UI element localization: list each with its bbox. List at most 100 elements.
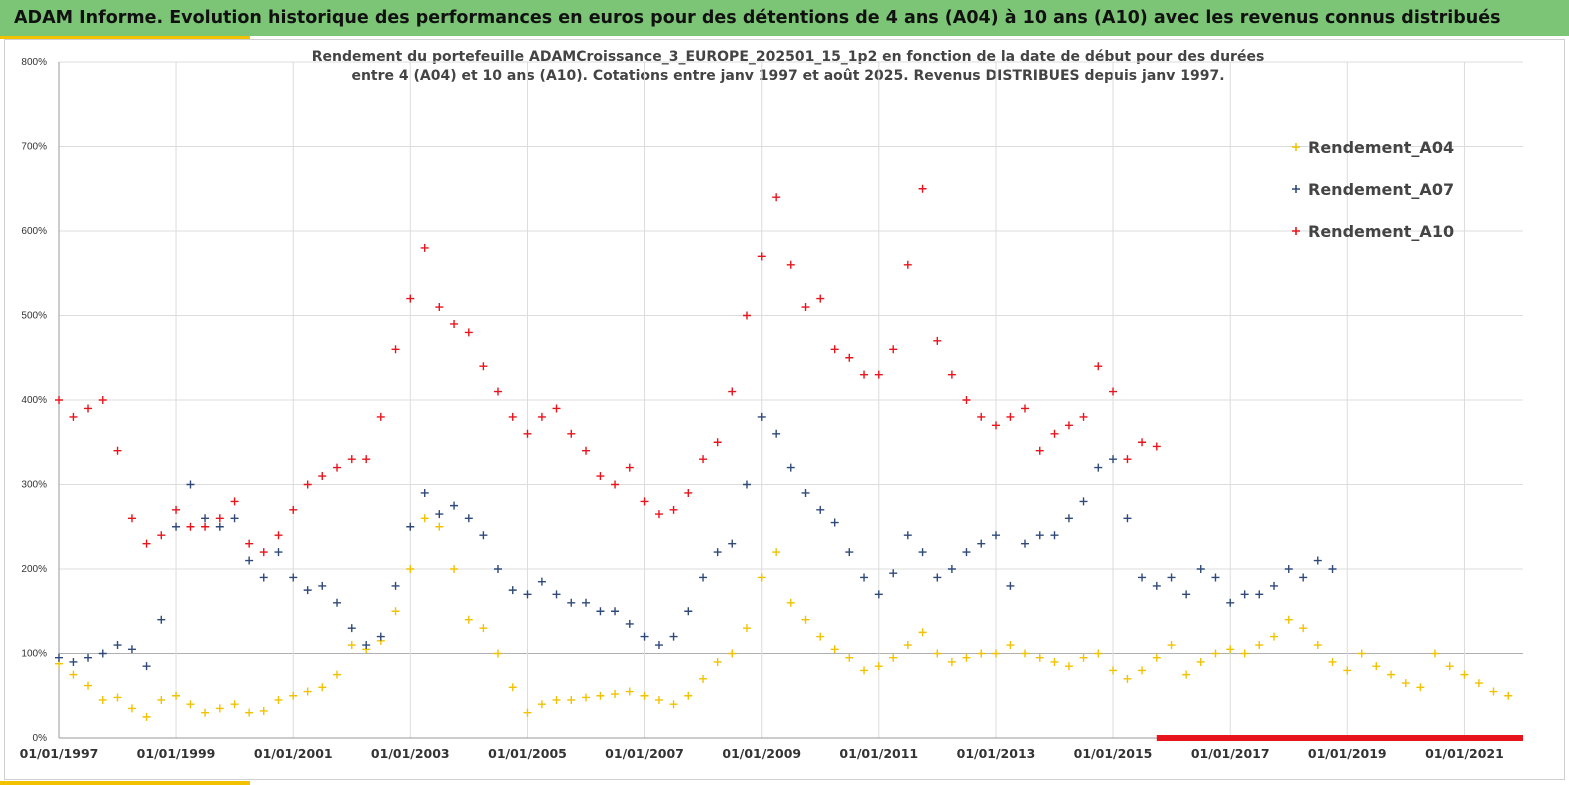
data-point xyxy=(640,632,649,641)
data-point xyxy=(1270,632,1278,641)
data-point xyxy=(582,693,591,702)
data-point xyxy=(947,565,956,573)
data-point xyxy=(1021,539,1030,548)
data-point xyxy=(172,522,181,531)
data-point xyxy=(493,387,502,396)
data-point xyxy=(303,586,312,595)
series-rendement-a10 xyxy=(55,184,1161,557)
data-point xyxy=(991,531,1000,540)
data-point xyxy=(464,328,473,337)
data-point xyxy=(259,548,268,557)
x-tick-label: 01/01/1997 xyxy=(20,746,99,761)
data-point xyxy=(1445,662,1454,671)
data-point xyxy=(289,691,298,700)
data-point xyxy=(962,548,971,557)
data-point xyxy=(889,569,898,578)
data-point xyxy=(142,539,151,548)
x-tick-label: 01/01/2013 xyxy=(957,746,1036,761)
data-point xyxy=(289,573,298,582)
data-point xyxy=(669,505,678,514)
data-point xyxy=(1474,679,1483,688)
data-point xyxy=(654,695,663,704)
data-point xyxy=(772,429,781,438)
x-tick-label: 01/01/2003 xyxy=(371,746,450,761)
data-point xyxy=(508,586,517,595)
data-point xyxy=(1079,412,1088,421)
data-point xyxy=(757,573,766,582)
data-point xyxy=(772,193,781,202)
data-point xyxy=(713,438,722,447)
data-point xyxy=(508,412,517,421)
y-tick-label: 300% xyxy=(21,480,47,491)
data-point xyxy=(464,615,473,624)
data-point xyxy=(1152,581,1161,590)
data-point xyxy=(435,522,444,531)
data-point xyxy=(567,429,576,438)
data-point xyxy=(391,581,400,590)
data-point xyxy=(1035,653,1044,662)
data-point xyxy=(142,712,151,721)
data-point xyxy=(611,607,620,616)
data-point xyxy=(596,472,605,481)
data-point xyxy=(245,708,254,717)
data-point xyxy=(215,514,224,523)
x-tick-label: 01/01/2001 xyxy=(254,746,333,761)
data-point xyxy=(816,294,825,303)
data-point xyxy=(830,518,839,527)
data-point xyxy=(523,590,532,599)
data-point xyxy=(1299,624,1308,633)
data-point xyxy=(845,548,854,557)
y-tick-label: 0% xyxy=(33,733,48,744)
data-point xyxy=(391,345,400,354)
data-point xyxy=(127,514,136,523)
data-point xyxy=(230,497,239,506)
data-point xyxy=(947,370,956,379)
data-point xyxy=(1401,679,1410,688)
data-point xyxy=(1050,531,1059,540)
data-point xyxy=(1328,565,1337,573)
data-point xyxy=(376,632,385,641)
data-point xyxy=(801,615,810,624)
data-point xyxy=(1123,455,1132,464)
y-tick-label: 700% xyxy=(21,142,47,153)
data-point xyxy=(1504,691,1513,700)
data-point xyxy=(259,573,268,582)
data-point xyxy=(684,691,693,700)
data-point xyxy=(684,488,693,497)
data-point xyxy=(450,501,459,510)
data-point xyxy=(933,573,942,582)
data-point xyxy=(55,396,63,404)
data-point xyxy=(713,548,722,557)
x-tick-label: 01/01/2019 xyxy=(1308,746,1387,761)
data-point xyxy=(786,463,795,472)
data-point xyxy=(142,662,151,671)
y-axis: 0% 100% 200% 300% 400% 500% 600% 700% 800% xyxy=(21,57,60,744)
legend-marker xyxy=(1292,185,1300,193)
data-point xyxy=(1416,683,1425,692)
grid xyxy=(58,61,1523,739)
data-point xyxy=(523,708,532,717)
x-axis: 01/01/1997 01/01/1999 01/01/2001 01/01/2003… xyxy=(20,737,1523,761)
data-point xyxy=(874,590,883,599)
data-point xyxy=(742,624,751,633)
data-point xyxy=(1123,514,1132,523)
data-point xyxy=(479,531,488,540)
data-point xyxy=(1152,653,1161,662)
data-point xyxy=(1006,581,1015,590)
data-point xyxy=(113,446,122,455)
data-point xyxy=(1343,666,1352,675)
data-point xyxy=(684,607,693,616)
data-point xyxy=(991,421,1000,430)
data-point xyxy=(333,598,342,607)
series-rendement-a07 xyxy=(55,412,1337,671)
data-point xyxy=(918,548,927,557)
data-point xyxy=(1255,590,1264,599)
data-point xyxy=(215,704,224,713)
data-point xyxy=(1152,442,1161,451)
data-point xyxy=(611,690,620,699)
data-point xyxy=(845,653,854,662)
data-point xyxy=(830,645,839,654)
data-point xyxy=(713,657,722,666)
data-point xyxy=(845,353,854,362)
